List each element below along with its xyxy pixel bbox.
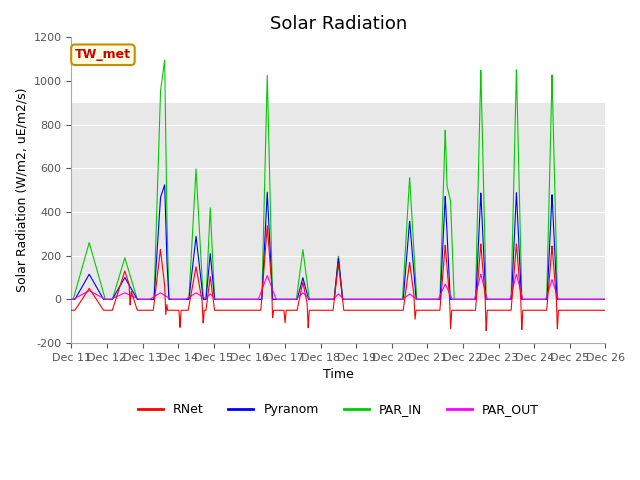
Legend: RNet, Pyranom, PAR_IN, PAR_OUT: RNet, Pyranom, PAR_IN, PAR_OUT <box>132 398 544 421</box>
X-axis label: Time: Time <box>323 368 354 381</box>
Text: TW_met: TW_met <box>75 48 131 61</box>
Title: Solar Radiation: Solar Radiation <box>270 15 407 33</box>
Bar <box>72 103 605 300</box>
Y-axis label: Solar Radiation (W/m2, uE/m2/s): Solar Radiation (W/m2, uE/m2/s) <box>15 88 28 292</box>
